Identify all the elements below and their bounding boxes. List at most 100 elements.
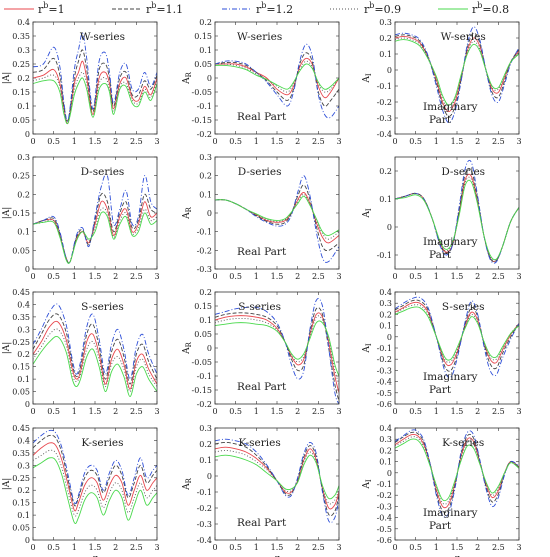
x-tick-label: 0.5 [229,407,242,416]
x-tick-label: 3 [516,543,521,552]
legend-label: rb=1.2 [256,1,293,16]
y-tick-label: 0.1 [17,375,30,384]
legend-item: rb=0.8 [438,1,509,16]
x-tick-label: 2 [475,272,480,281]
y-tick-label: 0.45 [12,288,30,297]
x-tick-label: 2.5 [312,407,325,416]
chart-panel: 0 0.5 1 1.5 2 2.5 3 -0.6 -0.5 -0.4 -0.3 -0.2 -0.1 0 0.… [362,424,522,557]
x-tick-label: 2 [295,272,300,281]
y-tick-label: 0.3 [17,461,30,470]
y-axis-label: AI [362,208,373,219]
legend: rb=1 rb=1.1 rb=1.2 rb=0.9 rb=0.8 [4,1,509,16]
y-axis-label: |A| [2,207,12,220]
y-tick-label: 0.2 [17,350,30,359]
series-line [395,306,519,361]
y-tick-label: -0.15 [191,116,212,125]
legend-label: rb=0.8 [472,1,509,16]
chart-panel: 0 0.5 1 1.5 2 2.5 3 -0.3 -0.2 -0.1 0 0.1 0.2 0.3 D-ser… [182,153,342,281]
series-line [215,184,339,252]
chart-panel: 0 0.5 1 1.5 2 2.5 3 -0.6 -0.5 -0.4 -0.3 -0.2 -0.1 0 0.… [362,288,522,416]
y-tick-label: -0.1 [377,251,392,260]
panel-annotation: Imaginary Part [423,236,477,261]
x-tick-label: 2.5 [130,407,143,416]
series-line [33,49,157,122]
y-tick-label: 0.4 [17,18,30,27]
y-axis-label: AI [362,73,373,84]
y-axis-label: AI [362,479,373,490]
x-tick-label: 2.5 [492,137,505,146]
series-line [215,52,339,107]
x-tick-label: 2 [295,543,300,552]
plot-frame [214,291,340,405]
x-tick-label: 0 [30,543,35,552]
x-tick-label: 0 [212,543,217,552]
x-tick-label: 2.5 [312,272,325,281]
y-tick-label: -0.05 [191,358,212,367]
x-tick-label: 0.5 [47,137,60,146]
plot-frame [32,291,158,405]
y-tick-label: 0 [25,265,30,274]
panel-annotation: Imaginary Part [423,101,477,126]
plot-frame [214,427,340,541]
panel-title: D-series [441,166,485,178]
y-tick-label: 0.1 [199,190,212,199]
y-tick-label: 0.2 [199,172,212,181]
panel-title: D-series [238,166,282,178]
y-tick-label: 0.1 [17,511,30,520]
x-tick-label: 1 [254,272,259,281]
y-tick-label: -0.3 [377,366,392,375]
y-tick-label: 0.05 [12,116,30,125]
x-tick-label: 1 [72,137,77,146]
y-tick-label: 0.2 [17,74,30,83]
y-tick-label: 0.05 [194,60,212,69]
y-tick-label: 0.3 [379,18,392,27]
x-tick-label: 2 [295,407,300,416]
x-tick-label: 3 [516,407,521,416]
y-tick-label: 0.2 [17,190,30,199]
y-tick-label: -0.4 [377,378,392,387]
x-tick-label: 1.5 [271,543,284,552]
x-axis-label: q [274,554,280,557]
y-tick-label: -0.3 [377,114,392,123]
panel-title: K-series [81,437,123,449]
y-tick-label: 0.05 [12,388,30,397]
x-tick-label: 1.5 [271,272,284,281]
x-tick-label: 1 [254,407,259,416]
x-tick-label: 1.5 [89,407,102,416]
y-tick-label: 0.05 [12,246,30,255]
y-tick-label: -0.2 [377,491,392,500]
series-line [395,35,519,113]
y-tick-label: 0.2 [17,486,30,495]
x-tick-label: 2.5 [492,543,505,552]
chart-panel: 0 0.5 1 1.5 2 2.5 3 0 0.05 0.1 0.15 0.2 0.25 0.3 0.35 0… [2,18,160,146]
y-tick-label: 0.15 [12,499,30,508]
x-tick-label: 1 [434,272,439,281]
x-tick-label: 0.5 [229,543,242,552]
series-line [33,192,157,264]
y-tick-label: 0.3 [17,46,30,55]
chart-panel: 0 0.5 1 1.5 2 2.5 3 0 0.05 0.1 0.15 0.2 0.25 0.3 0.35 0… [2,288,160,416]
y-tick-label: 0.15 [194,32,212,41]
panel-title: W-series [237,31,282,43]
x-tick-label: 1 [434,407,439,416]
x-tick-label: 0 [30,272,35,281]
series-line [33,207,157,264]
x-tick-label: 3 [516,137,521,146]
series-line [33,442,157,512]
y-tick-label: 0.3 [379,435,392,444]
y-axis-label: |A| [2,72,12,85]
series-line [215,320,339,377]
y-tick-label: -0.4 [197,536,212,545]
y-tick-label: 0.3 [199,153,212,162]
x-tick-label: 1.5 [89,543,102,552]
plot-frame [214,156,340,270]
y-tick-label: 0.15 [12,88,30,97]
x-tick-label: 0 [30,407,35,416]
y-tick-label: 0.1 [17,228,30,237]
x-tick-label: 0 [392,272,397,281]
y-tick-label: 0.1 [379,458,392,467]
series-line [215,195,339,236]
panel-annotation: Real Part [237,111,287,123]
y-tick-label: 0.2 [379,167,392,176]
x-tick-label: 0.5 [409,137,422,146]
